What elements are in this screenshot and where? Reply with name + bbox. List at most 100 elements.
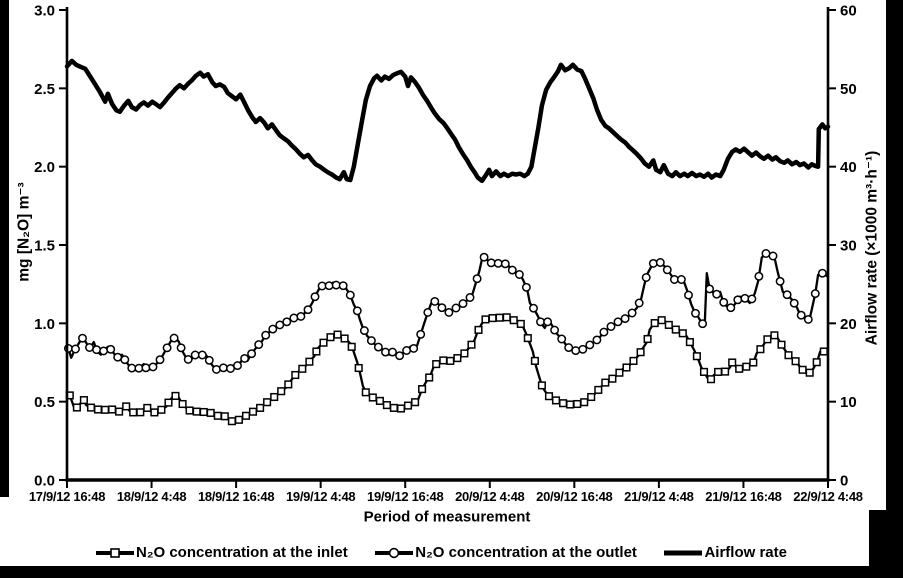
marker-circle	[183, 354, 193, 364]
marker-circle	[606, 322, 616, 331]
marker-square	[136, 408, 145, 417]
marker-square	[305, 357, 314, 366]
marker-circle	[85, 343, 94, 352]
marker-circle	[197, 350, 207, 360]
x-axis-tick-label: 19/9/12 16:48	[367, 489, 443, 504]
marker-square	[608, 374, 617, 383]
marker-circle	[796, 310, 806, 320]
right-axis-tick-label: 10	[840, 394, 857, 411]
marker-square	[389, 403, 398, 412]
right-axis-tick-label: 20	[840, 316, 857, 333]
marker-square	[86, 403, 96, 412]
marker-circle	[310, 292, 320, 302]
marker-square	[185, 406, 194, 415]
x-axis-tick-label: 19/9/12 4:48	[286, 489, 355, 504]
marker-circle	[148, 362, 158, 372]
figure-background	[9, 0, 886, 566]
marker-circle	[705, 284, 715, 294]
marker-square	[403, 401, 413, 410]
marker-circle	[493, 258, 503, 268]
marker-square	[446, 356, 455, 365]
marker-square	[706, 375, 716, 384]
marker-square	[742, 362, 751, 371]
marker-square	[819, 347, 828, 356]
right-axis-title: Airflow rate (×1000 m³·h⁻¹)	[863, 150, 881, 346]
marker-square	[664, 320, 673, 329]
marker-square	[678, 329, 687, 338]
x-axis-tick-label: 20/9/12 16:48	[536, 489, 612, 504]
marker-circle	[521, 282, 531, 292]
left-axis-tick-label: 2.0	[34, 159, 55, 176]
marker-circle	[768, 251, 778, 261]
marker-square	[418, 385, 427, 394]
marker-circle	[395, 351, 405, 361]
marker-square	[150, 408, 159, 417]
marker-square	[256, 403, 265, 412]
marker-square	[643, 334, 652, 344]
left-axis-title: mg [N₂O] m⁻³	[15, 182, 33, 282]
marker-square	[284, 380, 293, 389]
marker-circle	[698, 319, 708, 329]
marker-circle	[712, 289, 722, 299]
marker-circle	[106, 344, 116, 354]
marker-circle	[578, 344, 588, 354]
marker-square	[559, 399, 568, 408]
marker-circle	[120, 355, 130, 365]
marker-circle	[782, 290, 792, 300]
marker-square	[763, 335, 772, 344]
marker-square	[319, 338, 328, 347]
marker-square	[425, 373, 434, 382]
marker-square	[101, 405, 110, 414]
marker-square	[213, 411, 222, 420]
marker-circle	[162, 343, 172, 353]
marker-circle	[451, 303, 461, 313]
marker-circle	[789, 298, 799, 308]
marker-square	[580, 398, 589, 407]
marker-circle	[585, 340, 595, 350]
marker-circle	[655, 258, 665, 267]
marker-square	[157, 405, 166, 414]
marker-circle	[543, 317, 553, 327]
marker-circle	[465, 293, 475, 302]
marker-square	[812, 358, 821, 367]
marker-square	[347, 342, 356, 351]
x-axis-tick-label: 18/9/12 4:48	[117, 489, 186, 504]
marker-circle	[388, 347, 397, 357]
marker-square	[544, 392, 554, 401]
marker-circle	[550, 325, 560, 335]
marker-square	[396, 404, 406, 413]
marker-circle	[254, 340, 264, 350]
marker-square	[671, 325, 680, 334]
marker-square	[657, 316, 666, 325]
marker-circle	[430, 296, 440, 306]
legend-item-1: N₂O concentration at the outlet	[374, 544, 637, 561]
marker-circle	[740, 293, 750, 303]
marker-circle	[500, 259, 510, 269]
marker-square	[192, 407, 201, 416]
marker-square	[375, 396, 384, 405]
marker-square	[79, 396, 88, 405]
marker-circle	[719, 297, 729, 307]
marker-square	[382, 401, 391, 410]
marker-circle	[775, 276, 785, 286]
marker-circle	[99, 346, 109, 356]
marker-square	[728, 358, 737, 367]
marker-square	[108, 405, 117, 414]
marker-square	[791, 357, 800, 366]
marker-square	[411, 398, 420, 407]
x-axis-tick-label: 21/9/12 16:48	[705, 489, 781, 504]
marker-square	[735, 364, 744, 373]
marker-circle	[268, 324, 278, 334]
left-axis-tick-label: 3.0	[34, 3, 55, 20]
marker-square	[777, 340, 786, 349]
legend-label: Airflow rate	[704, 544, 787, 561]
marker-circle	[233, 361, 242, 371]
marker-square	[291, 370, 300, 380]
legend-label: N₂O concentration at the inlet	[136, 544, 348, 561]
marker-circle	[564, 343, 574, 353]
marker-circle	[444, 307, 454, 317]
marker-square	[93, 405, 103, 414]
marker-square	[115, 407, 124, 416]
marker-circle	[261, 330, 271, 340]
x-axis-tick-label: 17/9/12 16:48	[29, 489, 105, 504]
